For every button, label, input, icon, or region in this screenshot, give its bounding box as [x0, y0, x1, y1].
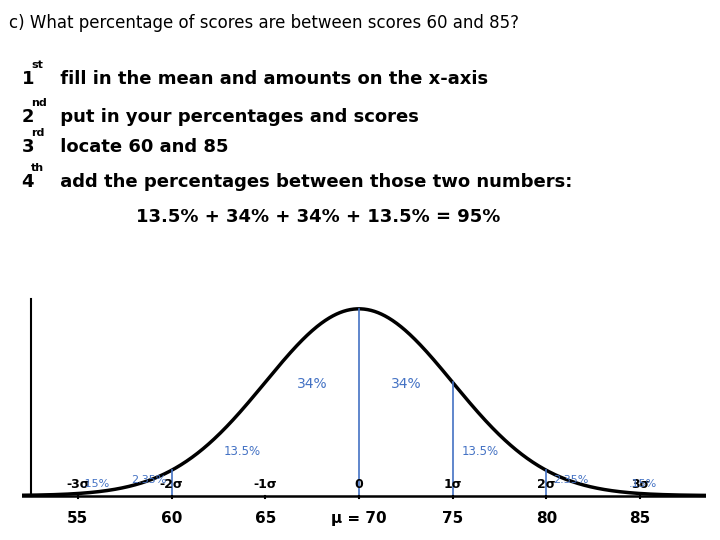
- Text: rd: rd: [31, 128, 45, 138]
- Text: th: th: [31, 163, 44, 173]
- Text: fill in the mean and amounts on the x-axis: fill in the mean and amounts on the x-ax…: [54, 70, 488, 88]
- Text: 80: 80: [536, 510, 557, 525]
- Text: 13.5%: 13.5%: [462, 445, 499, 458]
- Text: 13.5% + 34% + 34% + 13.5% = 95%: 13.5% + 34% + 34% + 13.5% = 95%: [86, 208, 501, 226]
- Text: μ = 70: μ = 70: [331, 510, 387, 525]
- Text: 55: 55: [67, 510, 89, 525]
- Text: 4: 4: [22, 173, 34, 191]
- Text: 1: 1: [22, 70, 34, 88]
- Text: 60: 60: [161, 510, 182, 525]
- Text: 0: 0: [354, 478, 364, 491]
- Text: 3σ: 3σ: [631, 478, 649, 491]
- Text: c) What percentage of scores are between scores 60 and 85?: c) What percentage of scores are between…: [9, 14, 519, 31]
- Text: 85: 85: [629, 510, 651, 525]
- Text: -2σ: -2σ: [160, 478, 184, 491]
- Text: 34%: 34%: [390, 377, 421, 391]
- Text: 2σ: 2σ: [537, 478, 556, 491]
- Text: 75: 75: [442, 510, 463, 525]
- Text: .15%: .15%: [629, 479, 657, 489]
- Text: 65: 65: [255, 510, 276, 525]
- Text: 34%: 34%: [297, 377, 328, 391]
- Text: locate 60 and 85: locate 60 and 85: [54, 138, 228, 156]
- Text: 13.5%: 13.5%: [224, 445, 261, 458]
- Text: 2.35%: 2.35%: [131, 475, 167, 485]
- Text: add the percentages between those two numbers:: add the percentages between those two nu…: [54, 173, 572, 191]
- Text: put in your percentages and scores: put in your percentages and scores: [54, 108, 419, 126]
- Text: -1σ: -1σ: [253, 478, 277, 491]
- Text: -3σ: -3σ: [66, 478, 89, 491]
- Text: 1σ: 1σ: [444, 478, 462, 491]
- Text: .15%: .15%: [81, 479, 110, 489]
- Text: 3: 3: [22, 138, 34, 156]
- Text: 2.35%: 2.35%: [553, 475, 588, 485]
- Text: 2: 2: [22, 108, 34, 126]
- Text: nd: nd: [31, 98, 47, 109]
- Text: st: st: [31, 60, 42, 71]
